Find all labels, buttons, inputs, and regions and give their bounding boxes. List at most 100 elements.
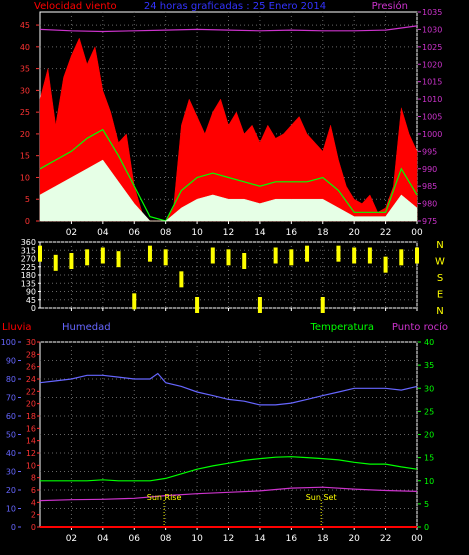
x-tick-label: 06 (129, 534, 141, 544)
x-tick-label: 12 (223, 228, 234, 238)
x-tick-label: 14 (254, 228, 266, 238)
compass-label: S (437, 273, 443, 284)
y-tick-label: 1030 (422, 25, 442, 34)
pressure-line (39, 25, 418, 33)
header-title: 24 horas graficadas : 25 Enero 2014 (144, 1, 326, 12)
sun-marker-label: Sun Rise (147, 493, 182, 502)
y-tick-label: 15 (20, 152, 30, 161)
y-tick-label: 45 (26, 296, 36, 305)
y-tick-label: 1005 (422, 113, 442, 122)
dewpoint-line (39, 486, 418, 502)
header-pressure-label: Presión (372, 0, 408, 12)
y-tick-label: 985 (422, 182, 437, 191)
y-tick-label: 360 (21, 238, 36, 247)
y-tick-label: 30 (26, 338, 36, 347)
temperature-line (40, 456, 418, 482)
y-tick-label: 5 (25, 195, 30, 204)
y-tick-label: 975 (422, 217, 437, 226)
y-tick-label: 0 (31, 523, 36, 532)
y-tick-label: 1015 (422, 78, 442, 87)
x-tick-label: 06 (129, 228, 141, 238)
x-tick-label: 16 (286, 228, 298, 238)
y-tick-label: 25 (424, 407, 434, 416)
y-tick-label: 50 (6, 431, 16, 440)
wind-low-area (39, 159, 418, 222)
y-tick-label: 35 (20, 65, 30, 74)
y-tick-label: 28 (26, 350, 36, 359)
y-tick-label: 30 (424, 384, 434, 393)
y-tick-label: 1020 (422, 60, 442, 69)
y-tick-label: 20 (424, 431, 434, 440)
y-tick-label: 26 (26, 363, 36, 372)
y-tick-label: 35 (424, 361, 434, 370)
x-tick-label: 20 (348, 228, 360, 238)
x-tick-label: 22 (380, 534, 391, 544)
y-tick-label: 40 (6, 449, 16, 458)
y-tick-label: 40 (20, 43, 30, 52)
y-tick-label: 270 (21, 255, 36, 264)
y-tick-label: 16 (26, 424, 36, 433)
y-tick-label: 18 (26, 412, 36, 421)
x-tick-label: 04 (97, 228, 109, 238)
x-tick-label: 02 (66, 534, 77, 544)
y-tick-label: 45 (20, 21, 30, 30)
x-tick-label: 00 (411, 534, 423, 544)
wind-average-line (39, 128, 418, 222)
y-tick-label: 100 (1, 338, 16, 347)
y-tick-label: 10 (424, 477, 434, 486)
y-tick-label: 90 (6, 357, 16, 366)
y-tick-label: 24 (26, 375, 36, 384)
y-tick-label: 20 (20, 130, 30, 139)
x-tick-label: 02 (66, 228, 77, 238)
compass-label: N (436, 306, 443, 317)
y-tick-label: 8 (31, 474, 36, 483)
x-tick-label: 08 (160, 228, 172, 238)
humidity-label: Humedad (62, 322, 111, 333)
y-tick-label: 0 (424, 523, 429, 532)
y-tick-label: 990 (422, 165, 437, 174)
y-tick-label: 315 (21, 246, 36, 255)
y-tick-label: 6 (31, 486, 36, 495)
y-tick-label: 1010 (422, 95, 442, 104)
x-tick-label: 08 (160, 534, 172, 544)
x-tick-label: 10 (191, 534, 203, 544)
y-tick-label: 1035 (422, 8, 442, 17)
y-tick-label: 1025 (422, 43, 442, 52)
y-tick-label: 1000 (422, 130, 442, 139)
x-tick-label: 22 (380, 228, 391, 238)
y-tick-label: 90 (26, 288, 36, 297)
header-wind-label: Velocidad viento (34, 1, 117, 12)
y-tick-label: 0 (11, 523, 16, 532)
y-tick-label: 180 (21, 271, 36, 280)
y-tick-label: 14 (26, 437, 36, 446)
y-tick-label: 10 (6, 505, 16, 514)
y-tick-label: 12 (26, 449, 36, 458)
y-tick-label: 80 (6, 375, 16, 384)
y-tick-label: 25 (20, 108, 30, 117)
y-tick-label: 10 (20, 173, 30, 182)
x-tick-label: 20 (348, 534, 360, 544)
dewpoint-label: Punto rocío (392, 321, 448, 333)
y-tick-label: 0 (25, 217, 30, 226)
y-tick-label: 30 (6, 468, 16, 477)
y-tick-label: 40 (424, 338, 434, 347)
humidity-line (39, 372, 418, 406)
y-tick-label: 20 (6, 486, 16, 495)
x-tick-label: 14 (254, 534, 266, 544)
y-tick-label: 2 (31, 511, 36, 520)
temperature-label: Temperatura (309, 322, 374, 333)
y-tick-label: 5 (424, 500, 429, 509)
y-tick-label: 10 (26, 461, 36, 470)
y-tick-label: 30 (20, 86, 30, 95)
y-tick-label: 135 (21, 279, 36, 288)
x-tick-label: 18 (317, 534, 329, 544)
y-tick-label: 60 (6, 412, 16, 421)
x-tick-label: 16 (286, 534, 298, 544)
y-tick-label: 0 (31, 304, 36, 313)
y-tick-label: 980 (422, 200, 437, 209)
wind-speed-area (39, 37, 418, 222)
x-tick-label: 04 (97, 534, 109, 544)
x-tick-label: 12 (223, 534, 234, 544)
